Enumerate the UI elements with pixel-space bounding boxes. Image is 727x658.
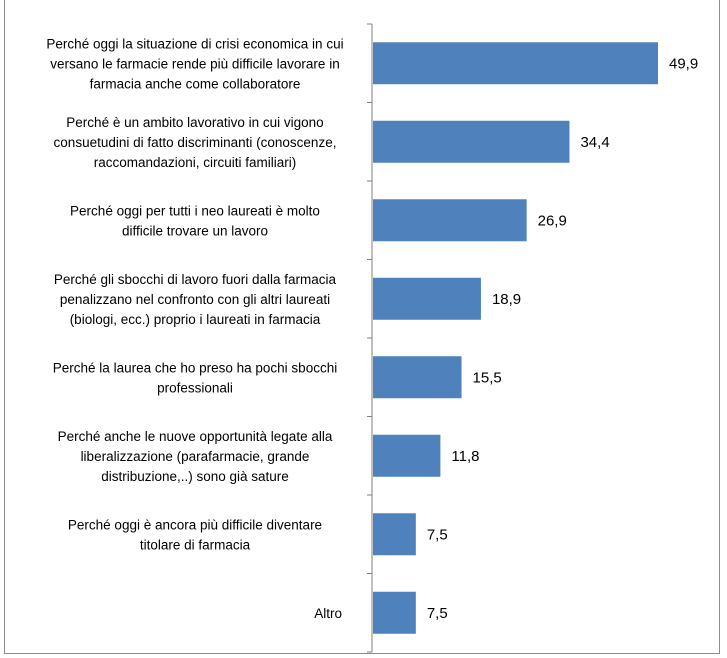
bar-1 <box>373 42 658 85</box>
bar-2 <box>373 120 570 163</box>
category-label-5-line-1: Perché la laurea che ho preso ha pochi s… <box>53 360 337 375</box>
category-label-4-line-2: penalizzano nel confronto con gli altri … <box>60 292 330 307</box>
value-label-2: 34,4 <box>580 134 609 151</box>
category-label-2-line-2: consuetudini di fatto discriminanti (con… <box>54 135 337 150</box>
bar-7 <box>373 513 416 556</box>
value-label-4: 18,9 <box>492 291 521 308</box>
bar-5 <box>373 356 462 399</box>
category-label-7-line-2: titolare di farmacia <box>140 537 251 552</box>
value-label-8: 7,5 <box>427 605 448 622</box>
category-label-6-line-2: liberalizzazione (parafarmacie, grande <box>81 449 310 464</box>
category-label-6-line-1: Perché anche le nuove opportunità legate… <box>58 429 333 444</box>
value-label-6: 11,8 <box>451 448 479 465</box>
category-label-2-line-3: raccomandazioni, circuiti familiari) <box>94 155 297 170</box>
bar-8 <box>373 591 416 634</box>
category-label-8: Altro <box>314 606 342 621</box>
category-label-4-line-1: Perché gli sbocchi di lavoro fuori dalla… <box>54 272 337 287</box>
bar-3 <box>373 199 527 242</box>
value-label-5: 15,5 <box>473 369 502 386</box>
bar-4 <box>373 277 481 320</box>
category-label-3-line-1: Perché oggi per tutti i neo laureati è m… <box>70 203 320 218</box>
category-label-5-line-2: professionali <box>157 380 233 395</box>
category-label-1-line-1: Perché oggi la situazione di crisi econo… <box>46 36 343 51</box>
value-label-1: 49,9 <box>669 55 698 72</box>
category-label-6-line-3: distribuzione,..) sono già sature <box>101 469 289 484</box>
chart-frame <box>4 0 720 654</box>
value-label-3: 26,9 <box>538 212 567 229</box>
category-label-4-line-3: (biologi, ecc.) proprio i laureati in fa… <box>70 312 321 327</box>
category-label-2-line-1: Perché è un ambito lavorativo in cui vig… <box>66 115 323 130</box>
category-label-1-line-2: versano le farmacie rende più difficile … <box>50 56 339 71</box>
category-label-7-line-1: Perché oggi è ancora più difficile diven… <box>68 517 322 532</box>
category-label-3-line-2: difficile trovare un lavoro <box>122 223 268 238</box>
value-label-7: 7,5 <box>427 526 448 543</box>
bar-6 <box>373 434 441 477</box>
category-label-1-line-3: farmacia anche come collaboratore <box>90 76 301 91</box>
